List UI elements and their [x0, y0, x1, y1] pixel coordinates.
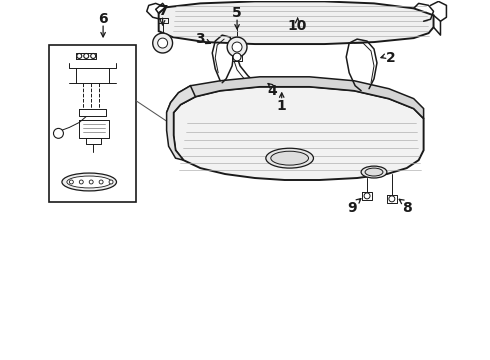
Circle shape: [389, 196, 395, 202]
Polygon shape: [173, 87, 424, 180]
Ellipse shape: [62, 173, 117, 191]
Circle shape: [158, 38, 168, 48]
Circle shape: [89, 180, 93, 184]
Text: 7: 7: [158, 4, 168, 18]
Text: 1: 1: [277, 99, 287, 113]
Polygon shape: [167, 86, 196, 160]
Circle shape: [70, 180, 74, 184]
Bar: [49, 45, 136, 202]
Circle shape: [109, 180, 113, 184]
Circle shape: [53, 129, 63, 138]
Circle shape: [227, 37, 247, 57]
Circle shape: [233, 53, 241, 61]
Text: 4: 4: [267, 84, 277, 98]
Circle shape: [99, 180, 103, 184]
Text: 2: 2: [386, 51, 396, 65]
Text: 8: 8: [402, 201, 412, 215]
Polygon shape: [159, 1, 434, 44]
Text: 9: 9: [347, 201, 357, 215]
Circle shape: [364, 193, 370, 199]
Polygon shape: [167, 77, 424, 118]
Ellipse shape: [266, 148, 314, 168]
Circle shape: [232, 42, 242, 52]
Text: 6: 6: [98, 12, 108, 26]
Ellipse shape: [365, 168, 383, 176]
Ellipse shape: [361, 166, 387, 178]
Text: 3: 3: [196, 32, 205, 46]
Circle shape: [79, 180, 83, 184]
Text: 10: 10: [288, 19, 307, 33]
Circle shape: [77, 54, 82, 58]
Circle shape: [91, 54, 96, 58]
Circle shape: [153, 33, 172, 53]
Ellipse shape: [271, 151, 309, 165]
Circle shape: [84, 54, 89, 58]
Text: 5: 5: [232, 6, 242, 20]
Ellipse shape: [67, 176, 112, 188]
